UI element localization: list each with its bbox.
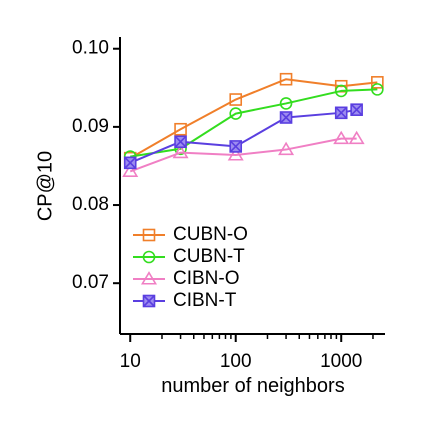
data-point xyxy=(278,141,295,156)
data-point xyxy=(142,250,156,264)
x-axis-label: number of neighbors xyxy=(161,375,344,397)
series-line xyxy=(129,137,357,173)
y-tick-label: 0.10 xyxy=(72,38,109,59)
data-point xyxy=(279,111,293,124)
data-point xyxy=(174,122,187,136)
y-axis-label: CP@10 xyxy=(34,151,56,221)
legend-label: CUBN-T xyxy=(173,246,245,267)
series-layer xyxy=(122,72,384,177)
legend-item: CUBN-T xyxy=(133,246,245,267)
legend-item: CIBN-O xyxy=(133,268,240,289)
data-point xyxy=(142,228,156,242)
axes xyxy=(119,37,385,335)
y-tick-label: 0.09 xyxy=(72,116,109,137)
legend-item: CUBN-O xyxy=(133,224,248,245)
legend-label: CIBN-O xyxy=(173,268,240,289)
data-point xyxy=(229,140,243,153)
y-tick-label: 0.08 xyxy=(72,194,109,215)
x-tick-label: 100 xyxy=(220,351,252,372)
data-point xyxy=(142,294,156,308)
y-axis-ticks: 0.07 0.08 0.09 0.10 xyxy=(72,38,120,293)
legend-label: CIBN-T xyxy=(173,290,237,311)
data-point xyxy=(174,135,187,149)
data-point xyxy=(123,156,137,170)
series-cubn-t xyxy=(123,83,384,163)
data-point xyxy=(334,106,348,120)
data-point xyxy=(371,76,384,89)
data-point xyxy=(348,130,365,145)
data-point xyxy=(371,83,384,96)
data-point xyxy=(140,271,158,285)
data-point xyxy=(279,97,293,110)
data-point xyxy=(227,147,244,161)
data-point xyxy=(229,107,243,120)
data-point xyxy=(172,144,189,159)
y-tick-label: 0.07 xyxy=(72,272,109,293)
series-cibn-o xyxy=(122,130,365,177)
data-point xyxy=(333,130,350,145)
series-cibn-t xyxy=(123,103,363,170)
data-point xyxy=(350,103,363,116)
legend-label: CUBN-O xyxy=(173,224,248,245)
x-tick-label: 1000 xyxy=(320,351,362,372)
x-tick-label: 10 xyxy=(120,351,141,372)
x-axis-ticks: 10 100 1000 xyxy=(120,334,374,372)
data-point xyxy=(334,84,348,98)
data-point xyxy=(229,93,243,106)
legend-item: CIBN-T xyxy=(133,290,237,311)
data-point xyxy=(122,163,139,177)
data-point xyxy=(279,72,293,86)
